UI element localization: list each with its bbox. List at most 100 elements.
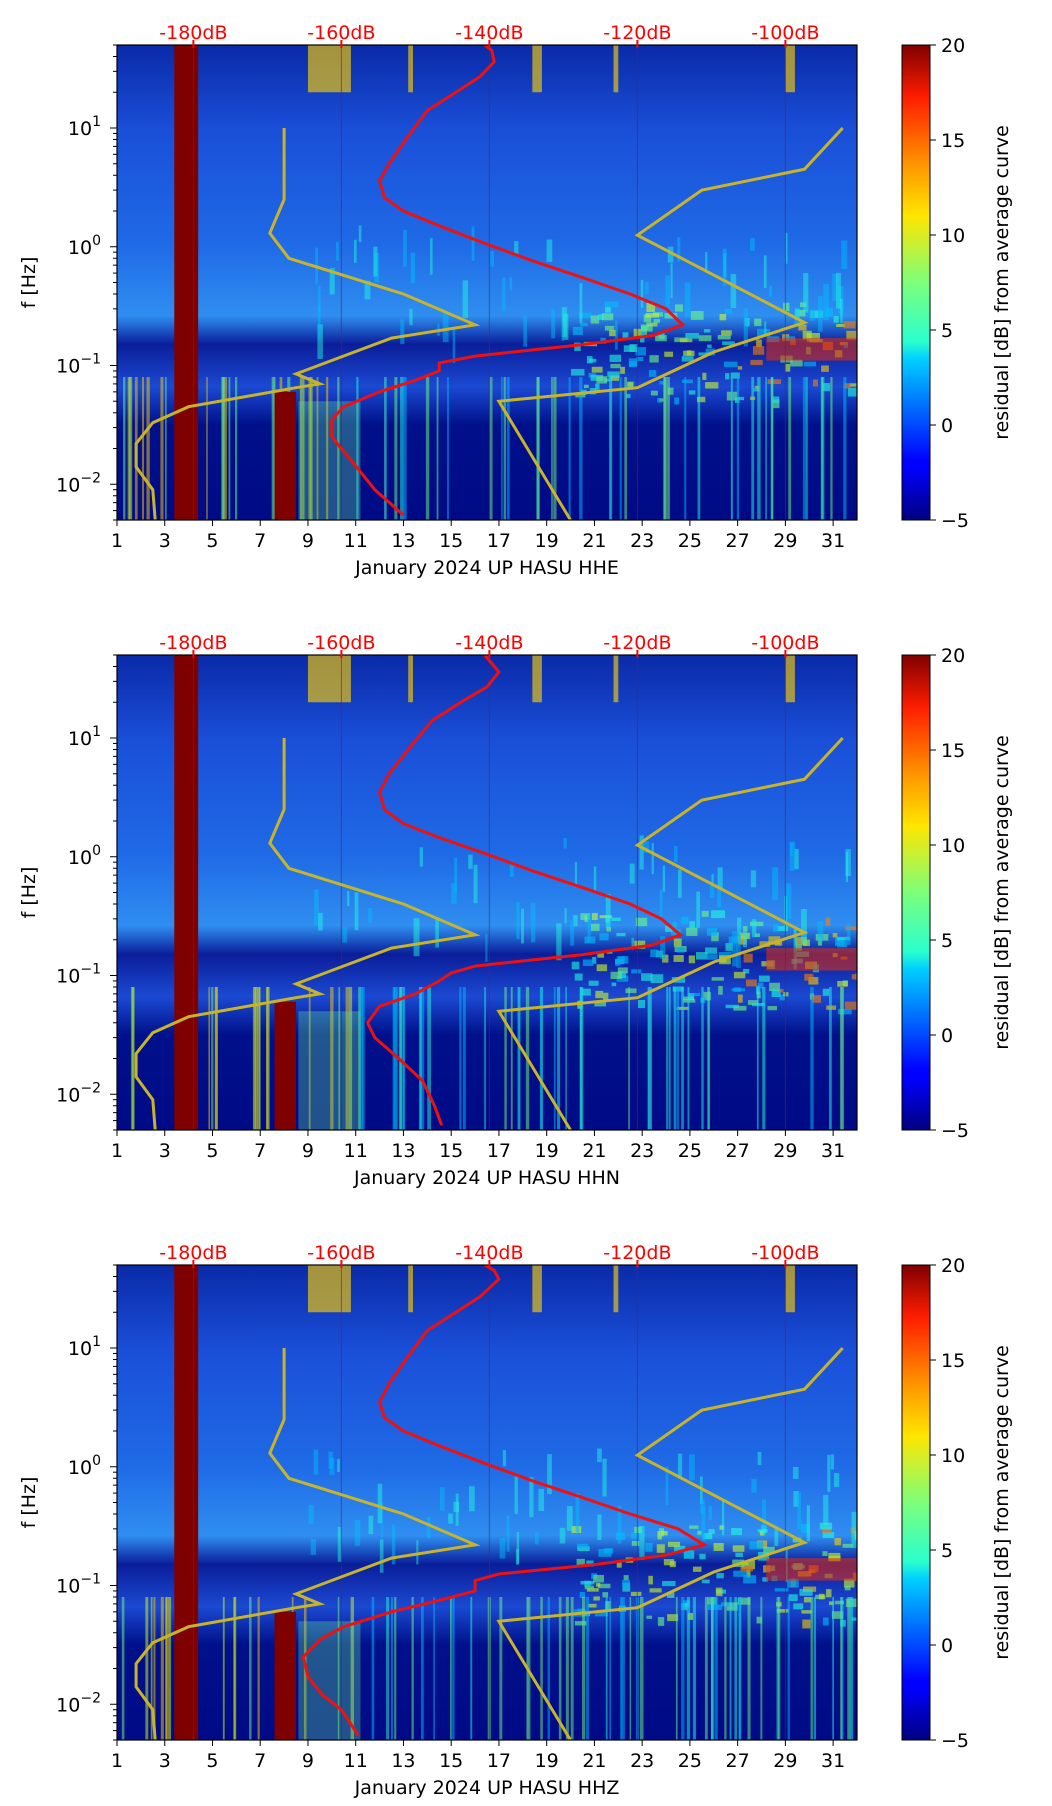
x-tick-label: 15 xyxy=(439,1140,463,1162)
spectrogram-texture xyxy=(130,655,857,1130)
saturated-column xyxy=(274,391,297,520)
spectrogram-texture xyxy=(123,45,857,520)
x-tick-label: 1 xyxy=(111,530,123,552)
spectrogram-background xyxy=(117,1265,857,1740)
saturated-column xyxy=(174,1265,199,1740)
saturated-column xyxy=(274,1001,297,1130)
colorbar: −5 0 5 10 15 20 residual [dB] from average cur… xyxy=(901,1255,1013,1752)
x-tick-label: 7 xyxy=(254,1750,266,1772)
noise-model-curve-high xyxy=(496,736,844,1130)
noise-model-curve-high xyxy=(496,1346,844,1740)
x-tick-label: 27 xyxy=(726,1750,750,1772)
y-tick-label: 10−2 xyxy=(56,470,101,496)
y-axis-label: f [Hz] xyxy=(18,867,40,919)
y-axis-label: f [Hz] xyxy=(18,1477,40,1529)
db-label: -100dB xyxy=(751,1242,819,1264)
db-label: -160dB xyxy=(307,1242,375,1264)
y-axis-label: f [Hz] xyxy=(18,257,40,309)
x-tick-label: 13 xyxy=(391,1750,415,1772)
x-tick-label: 11 xyxy=(344,530,368,552)
db-label: -160dB xyxy=(307,632,375,654)
x-tick-label: 31 xyxy=(821,1140,845,1162)
x-tick-label: 3 xyxy=(159,1140,171,1162)
colorbar-label: residual [dB] from average curve xyxy=(991,125,1013,440)
spectrogram-texture xyxy=(121,1265,857,1740)
colorbar-label: residual [dB] from average curve xyxy=(991,735,1013,1050)
y-tick-label: 10−2 xyxy=(56,1080,101,1106)
y-tick-label: 100 xyxy=(68,843,101,869)
x-tick-label: 19 xyxy=(535,1140,559,1162)
db-label: -120dB xyxy=(603,632,671,654)
spectrogram-background xyxy=(117,655,857,1130)
x-tick-label: 23 xyxy=(630,1750,654,1772)
x-tick-label: 11 xyxy=(344,1140,368,1162)
colorbar-tick-label: 15 xyxy=(941,130,965,152)
x-tick-label: 13 xyxy=(391,1140,415,1162)
colorbar-gradient xyxy=(901,1264,931,1741)
colorbar-tick-label: −5 xyxy=(941,1730,969,1752)
colorbar: −5 0 5 10 15 20 residual [dB] from average cur… xyxy=(901,35,1013,532)
colorbar-tick-label: −5 xyxy=(941,1120,969,1142)
x-tick-label: 5 xyxy=(206,1140,218,1162)
x-tick-label: 27 xyxy=(726,1140,750,1162)
colorbar-tick-label: 10 xyxy=(941,1445,965,1467)
x-tick-label: 15 xyxy=(439,530,463,552)
db-label: -140dB xyxy=(455,632,523,654)
x-axis-label: January 2024 UP HASU HHN xyxy=(353,1167,620,1189)
y-tick-label: 101 xyxy=(68,1334,101,1360)
x-tick-label: 17 xyxy=(487,1750,511,1772)
db-label: -180dB xyxy=(159,22,227,44)
colorbar-tick-label: 5 xyxy=(941,320,953,342)
average-psd-curve xyxy=(365,655,684,1126)
colorbar-tick-label: 20 xyxy=(941,645,965,667)
y-tick-label: 100 xyxy=(68,233,101,259)
y-tick-label: 101 xyxy=(68,724,101,750)
average-psd-curve xyxy=(330,45,686,517)
saturated-column xyxy=(174,655,199,1130)
x-axis-label: January 2024 UP HASU HHZ xyxy=(354,1777,620,1799)
y-tick-label: 10−1 xyxy=(56,962,101,988)
noise-model-curve-low xyxy=(134,738,481,1130)
x-tick-label: 29 xyxy=(773,1750,797,1772)
x-tick-label: 17 xyxy=(487,530,511,552)
x-tick-label: 27 xyxy=(726,530,750,552)
colorbar-gradient xyxy=(901,654,931,1131)
db-label: -120dB xyxy=(603,22,671,44)
y-tick-label: 10−1 xyxy=(56,352,101,378)
x-tick-label: 17 xyxy=(487,1140,511,1162)
db-label: -180dB xyxy=(159,1242,227,1264)
x-tick-label: 15 xyxy=(439,1750,463,1772)
x-tick-label: 25 xyxy=(678,1140,702,1162)
x-tick-label: 31 xyxy=(821,1750,845,1772)
y-tick-label: 10−1 xyxy=(56,1572,101,1598)
x-tick-label: 1 xyxy=(111,1140,123,1162)
colorbar: −5 0 5 10 15 20 residual [dB] from average cur… xyxy=(901,645,1013,1142)
x-tick-label: 9 xyxy=(302,1140,314,1162)
x-tick-label: 21 xyxy=(582,1750,606,1772)
x-tick-label: 25 xyxy=(678,530,702,552)
saturated-column xyxy=(274,1611,297,1740)
noise-model-curve-low xyxy=(134,128,481,520)
saturated-column xyxy=(174,45,199,520)
spectrogram-background xyxy=(117,45,857,520)
db-label: -140dB xyxy=(455,22,523,44)
x-tick-label: 13 xyxy=(391,530,415,552)
plot-area xyxy=(117,655,857,1130)
x-tick-label: 23 xyxy=(630,1140,654,1162)
colorbar-label: residual [dB] from average curve xyxy=(991,1345,1013,1660)
db-label: -160dB xyxy=(307,22,375,44)
colorbar-tick-label: 0 xyxy=(941,415,953,437)
x-tick-label: 19 xyxy=(535,530,559,552)
x-tick-label: 21 xyxy=(582,1140,606,1162)
colorbar-tick-label: 10 xyxy=(941,835,965,857)
x-tick-label: 19 xyxy=(535,1750,559,1772)
x-tick-label: 7 xyxy=(254,530,266,552)
colorbar-tick-label: 5 xyxy=(941,1540,953,1562)
colorbar-tick-label: 15 xyxy=(941,1350,965,1372)
colorbar-tick-label: −5 xyxy=(941,510,969,532)
colorbar-tick-label: 20 xyxy=(941,1255,965,1277)
x-tick-label: 9 xyxy=(302,530,314,552)
